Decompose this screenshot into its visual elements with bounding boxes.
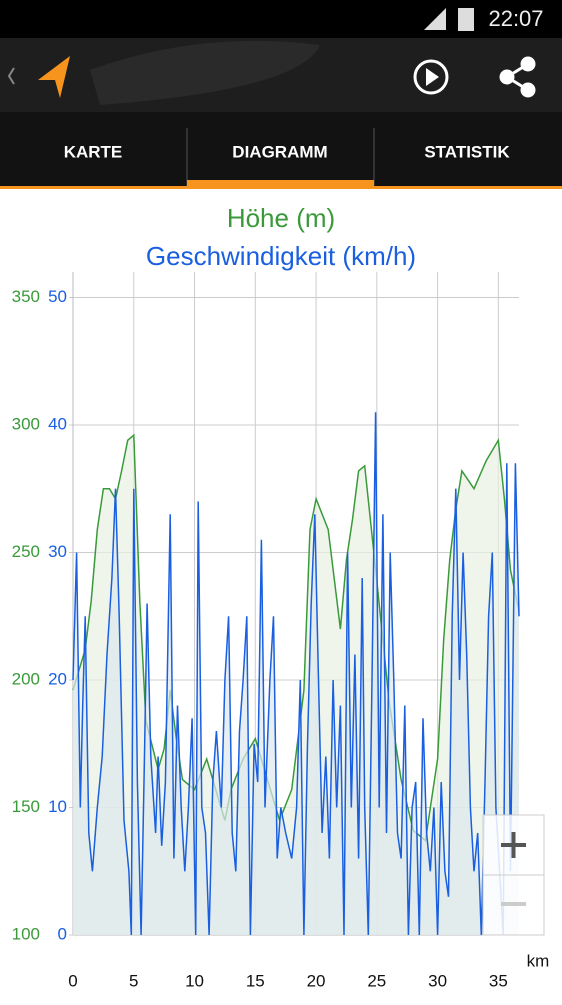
y2-tick-label: 10 <box>48 797 67 816</box>
y2-tick-label: 50 <box>48 287 67 306</box>
share-button[interactable] <box>499 56 536 98</box>
x-tick-label: 10 <box>185 971 204 990</box>
x-tick-label: 20 <box>307 971 326 990</box>
y-tick-label: 350 <box>12 287 40 306</box>
battery-icon <box>458 8 474 31</box>
y2-tick-label: 0 <box>58 924 67 943</box>
tab-bar <box>0 112 562 188</box>
legend-entry: Höhe (m) <box>227 203 335 233</box>
series-line <box>72 412 520 936</box>
play-button[interactable] <box>413 59 449 95</box>
x-tick-label: 30 <box>428 971 447 990</box>
back-icon[interactable] <box>7 67 15 85</box>
series-area <box>73 412 519 935</box>
x-tick-label: 15 <box>246 971 265 990</box>
redacted-title <box>90 40 320 105</box>
series-line <box>72 433 520 843</box>
tab-label[interactable]: KARTE <box>64 142 123 161</box>
tab-label[interactable]: STATISTIK <box>424 142 510 161</box>
status-bar <box>0 0 562 38</box>
x-tick-label: 35 <box>489 971 508 990</box>
legend-entry: Geschwindigkeit (km/h) <box>146 241 416 271</box>
signal-icon <box>424 8 446 30</box>
x-tick-label: 5 <box>129 971 138 990</box>
y2-tick-label: 40 <box>48 414 67 433</box>
x-tick-label: 25 <box>367 971 386 990</box>
x-axis-label: km <box>527 951 550 970</box>
y-tick-label: 250 <box>12 542 40 561</box>
y2-tick-label: 20 <box>48 669 67 688</box>
y-tick-label: 100 <box>12 924 40 943</box>
y-tick-label: 150 <box>12 797 40 816</box>
x-tick-label: 0 <box>68 971 77 990</box>
status-time: 22:07 <box>488 6 543 31</box>
play-icon <box>426 68 439 86</box>
zoom-in-icon <box>501 832 526 858</box>
app-icon[interactable] <box>38 56 70 98</box>
zoom-controls <box>482 814 545 936</box>
series-area <box>73 435 519 935</box>
tab-label[interactable]: DIAGRAMM <box>232 142 327 161</box>
y2-tick-label: 30 <box>48 542 67 561</box>
y-tick-label: 300 <box>12 414 40 433</box>
active-tab-indicator <box>187 180 374 188</box>
y-tick-label: 200 <box>12 669 40 688</box>
